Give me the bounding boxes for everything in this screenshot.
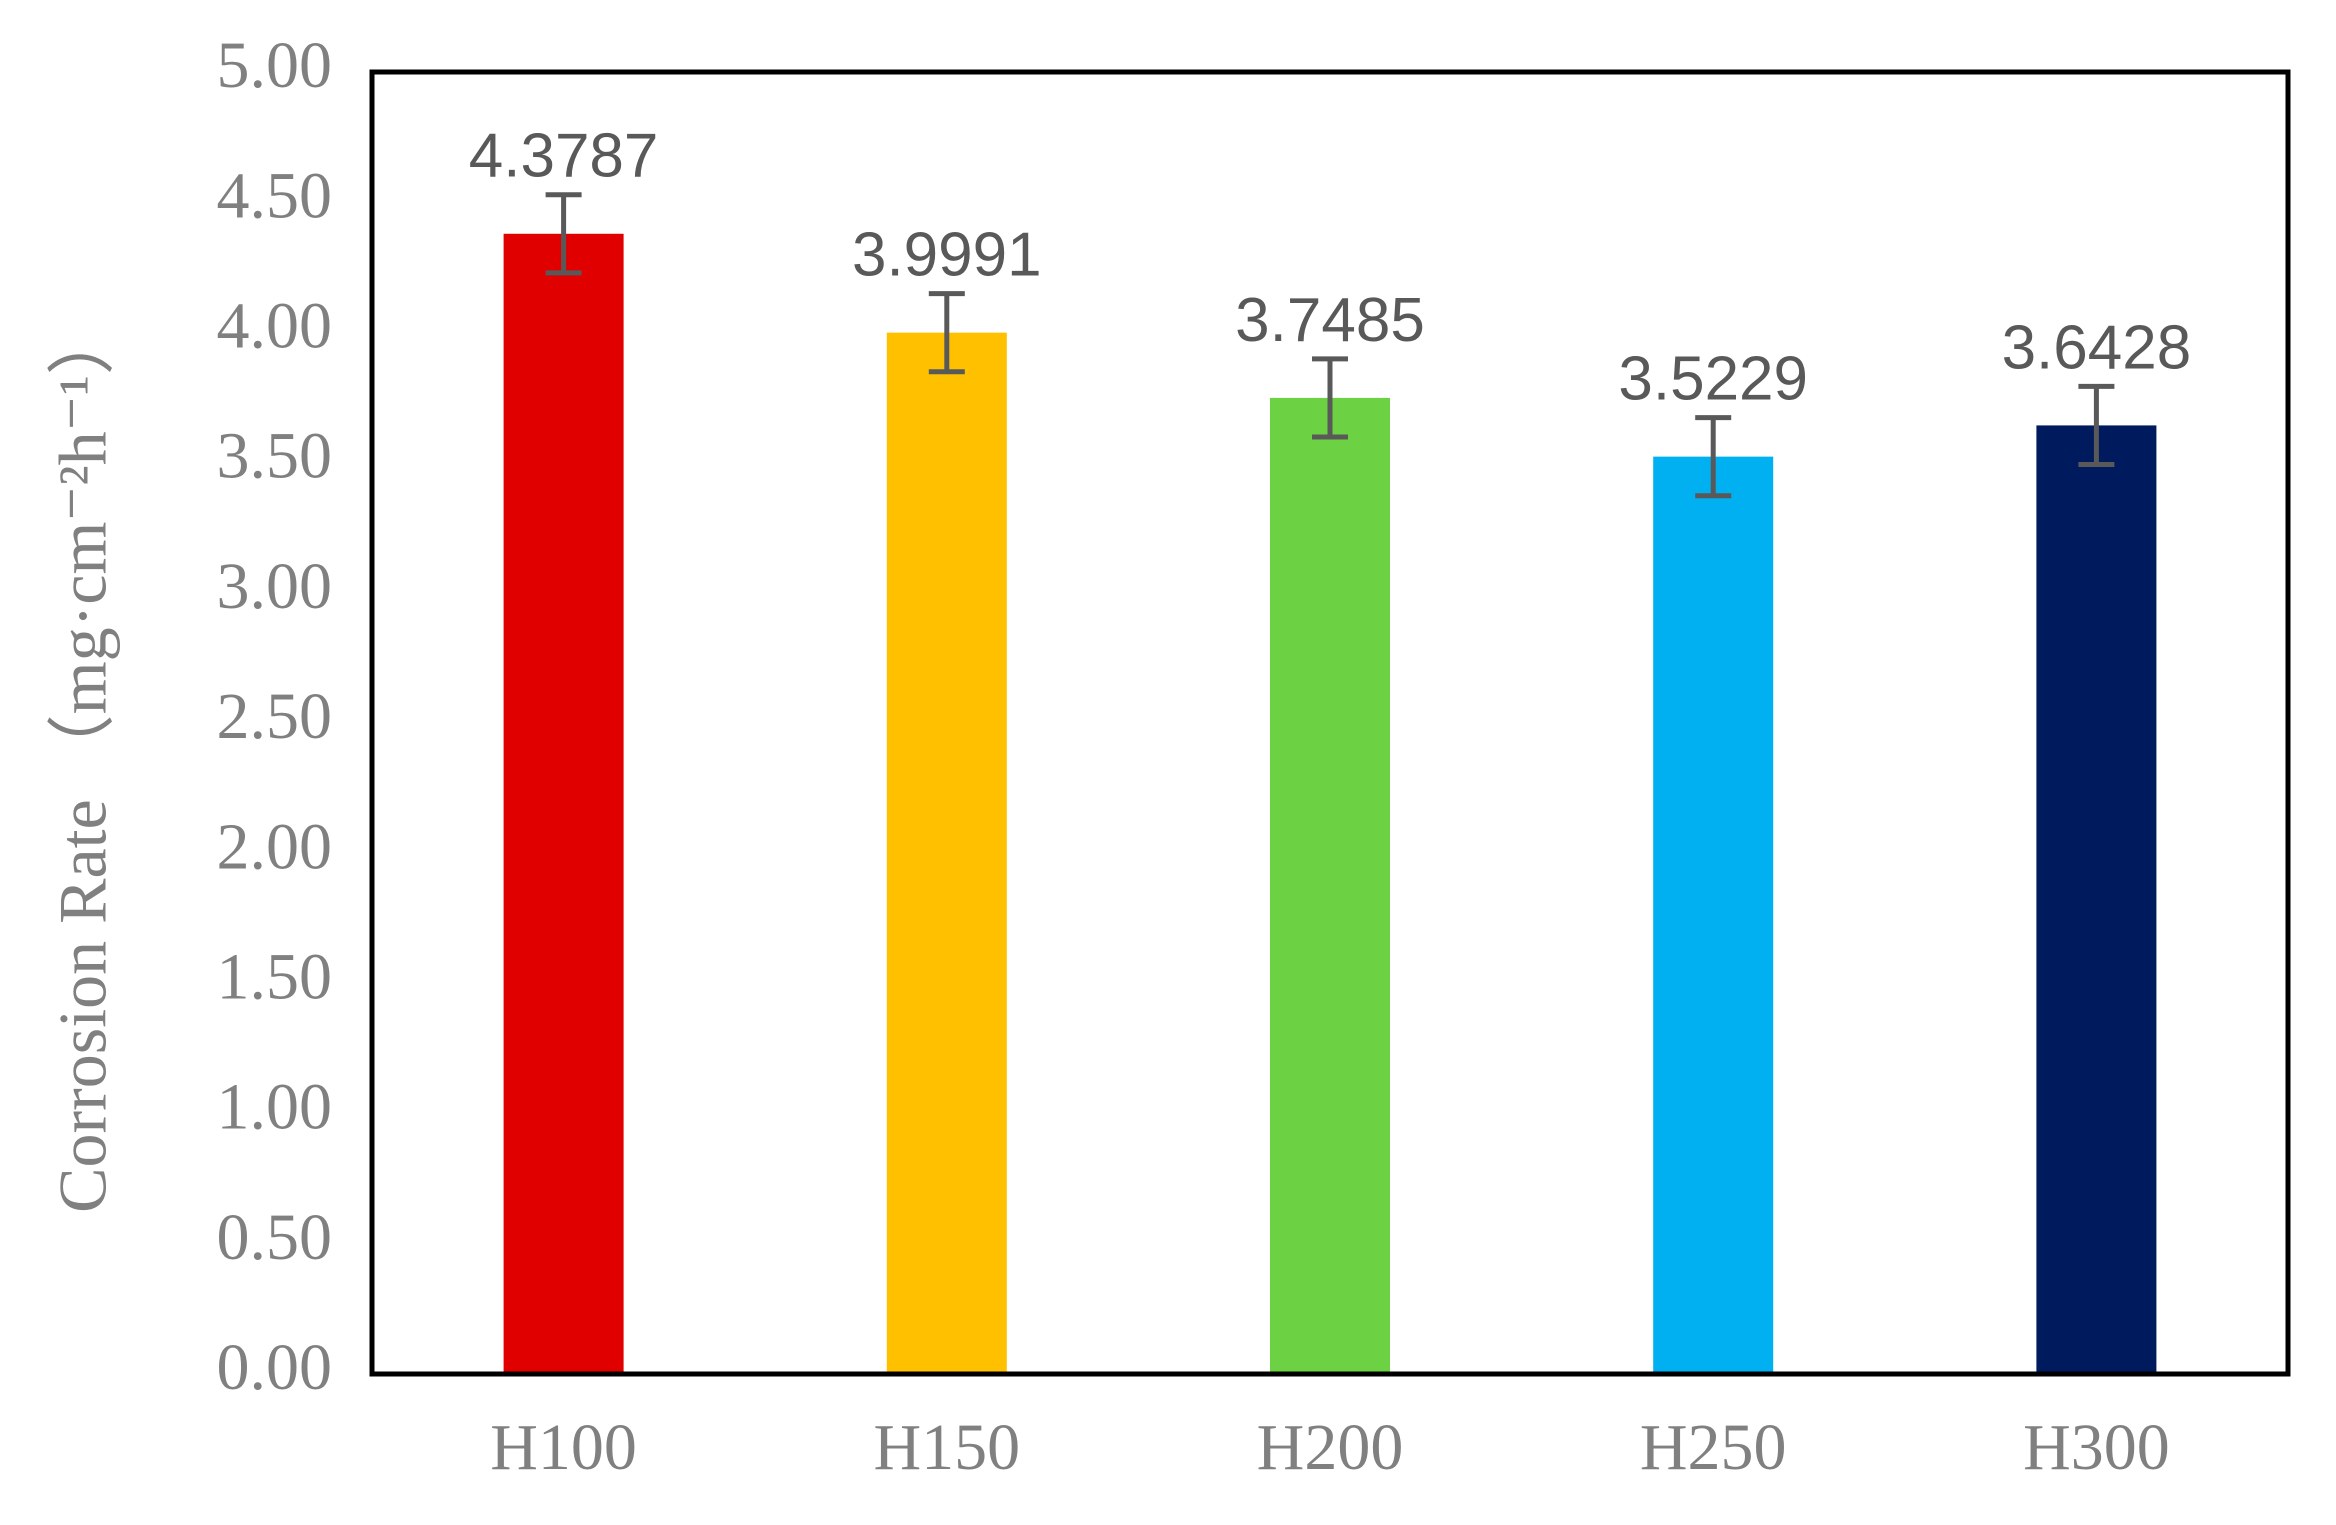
y-tick-label: 3.50 (217, 420, 333, 493)
x-tick-label: H100 (490, 1411, 637, 1484)
value-label: 3.7485 (1235, 286, 1425, 355)
y-tick-label: 1.50 (217, 941, 333, 1014)
x-tick-label: H200 (1257, 1411, 1404, 1484)
x-tick-label: H150 (873, 1411, 1020, 1484)
bar (503, 233, 624, 1375)
value-label: 4.3787 (469, 122, 659, 191)
value-label: 3.5229 (1618, 345, 1808, 414)
y-tick-label: 3.00 (217, 550, 333, 623)
y-tick-label: 0.50 (217, 1201, 333, 1274)
bar (2036, 425, 2157, 1374)
y-tick-label: 4.50 (217, 159, 333, 232)
plot-frame (369, 69, 2291, 1377)
y-tick-label: 1.00 (217, 1071, 333, 1144)
y-tick-label: 5.00 (217, 29, 333, 102)
value-label: 3.6428 (2002, 313, 2192, 382)
value-label: 3.9991 (852, 221, 1042, 290)
y-tick-label: 2.50 (217, 680, 333, 753)
y-axis-label: Corrosion Rate （mg·cm⁻²h⁻¹） (45, 307, 121, 1213)
x-tick-label: H250 (1640, 1411, 1787, 1484)
y-tick-label: 4.00 (217, 290, 333, 363)
bar (1270, 397, 1390, 1374)
x-tick-label: H300 (2023, 1411, 2170, 1484)
bar (1653, 456, 1774, 1374)
y-tick-label: 2.00 (217, 810, 333, 883)
bar (886, 332, 1007, 1374)
y-tick-label: 0.00 (217, 1331, 333, 1404)
